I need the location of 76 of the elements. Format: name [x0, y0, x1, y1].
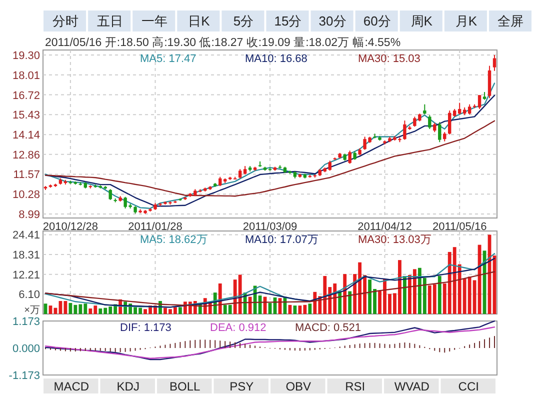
y-tick-label: 10.28	[12, 189, 40, 202]
y-tick-label: 1.173	[12, 316, 40, 328]
bar	[348, 291, 352, 314]
series-label: DIF: 1.173	[120, 322, 172, 334]
text: WVAD	[394, 379, 430, 394]
x-tick-label: 2011/01/28	[128, 221, 182, 233]
text: 全屏	[498, 14, 524, 29]
y-tick-label: 6.10	[18, 289, 40, 302]
candlestick	[433, 122, 436, 133]
series-label: DEA: 0.912	[210, 322, 266, 334]
y-tick-label: 18.01	[12, 70, 40, 82]
candlestick	[348, 150, 352, 164]
candlestick	[443, 132, 446, 142]
text: 5分	[233, 14, 254, 29]
bar	[178, 307, 182, 314]
y-axis-title: ×万	[24, 305, 40, 316]
bar	[403, 276, 406, 314]
line-series	[44, 120, 496, 197]
candlestick	[478, 94, 482, 110]
text: RSI	[345, 379, 366, 394]
y-tick-label: 15.43	[12, 110, 40, 122]
text: 五日	[96, 14, 123, 29]
y-tick-label: 16.72	[12, 90, 40, 102]
text: 60分	[363, 14, 391, 29]
bar	[438, 276, 442, 314]
text: 日K	[188, 14, 210, 29]
chart-subtitle: 2011/05/16 开:18.50 高:19.30 低:18.27 收:19.09 量:18.02万 幅:4.55%	[45, 35, 401, 49]
text: MA10: 17.07万	[245, 234, 318, 246]
candlestick	[492, 54, 496, 72]
candlestick	[423, 104, 426, 115]
candlestick	[108, 188, 112, 200]
text: OBV	[286, 379, 312, 394]
text: 分时	[52, 14, 78, 29]
y-tick-label: -1.173	[8, 370, 40, 382]
y-tick-label: 19.30	[12, 50, 40, 62]
y-tick-label: 0.000	[12, 343, 40, 355]
line-series	[44, 271, 496, 307]
text: 15分	[274, 14, 302, 29]
x-tick-label: 2010/12/28	[42, 221, 98, 233]
text: BOLL	[170, 379, 201, 394]
y-tick-label: 8.99	[18, 209, 40, 221]
text: MA30: 15.03	[358, 53, 420, 65]
y-tick-label: 14.14	[12, 130, 40, 142]
bar	[343, 274, 347, 314]
candlestick	[238, 168, 242, 179]
y-tick-label: 18.31	[12, 250, 40, 262]
text: MACD	[54, 379, 90, 394]
bar	[293, 306, 297, 314]
text: KDJ	[116, 379, 140, 394]
x-tick-label: 2011/04/12	[358, 221, 412, 233]
text: MA30: 13.03万	[358, 234, 432, 246]
text: 周K	[410, 14, 433, 29]
text: 月K	[455, 14, 478, 29]
text: MA10: 16.68	[245, 53, 308, 65]
text: 30分	[318, 14, 346, 29]
candlestick	[428, 114, 432, 130]
line-series	[44, 320, 496, 360]
candlestick	[468, 104, 472, 115]
x-tick-label: 2011/05/16	[432, 221, 487, 233]
y-tick-label: 24.41	[12, 230, 40, 242]
y-tick-label: 12.21	[12, 269, 40, 282]
text: CCI	[458, 379, 479, 394]
series-label: MACD: 0.521	[295, 322, 362, 334]
text: 一年	[141, 14, 168, 29]
y-tick-label: 11.57	[13, 169, 40, 182]
candlestick	[218, 176, 222, 187]
bar	[308, 304, 312, 314]
x-tick-label: 2011/03/09	[242, 221, 298, 233]
y-tick-label: 12.86	[12, 149, 40, 162]
candlestick	[458, 102, 462, 115]
text: MA5: 18.62万	[140, 234, 208, 246]
candlestick	[438, 122, 442, 143]
text: PSY	[230, 379, 254, 394]
candlestick	[328, 160, 332, 172]
text: MA5: 17.47	[140, 53, 196, 65]
candlestick	[448, 110, 452, 135]
